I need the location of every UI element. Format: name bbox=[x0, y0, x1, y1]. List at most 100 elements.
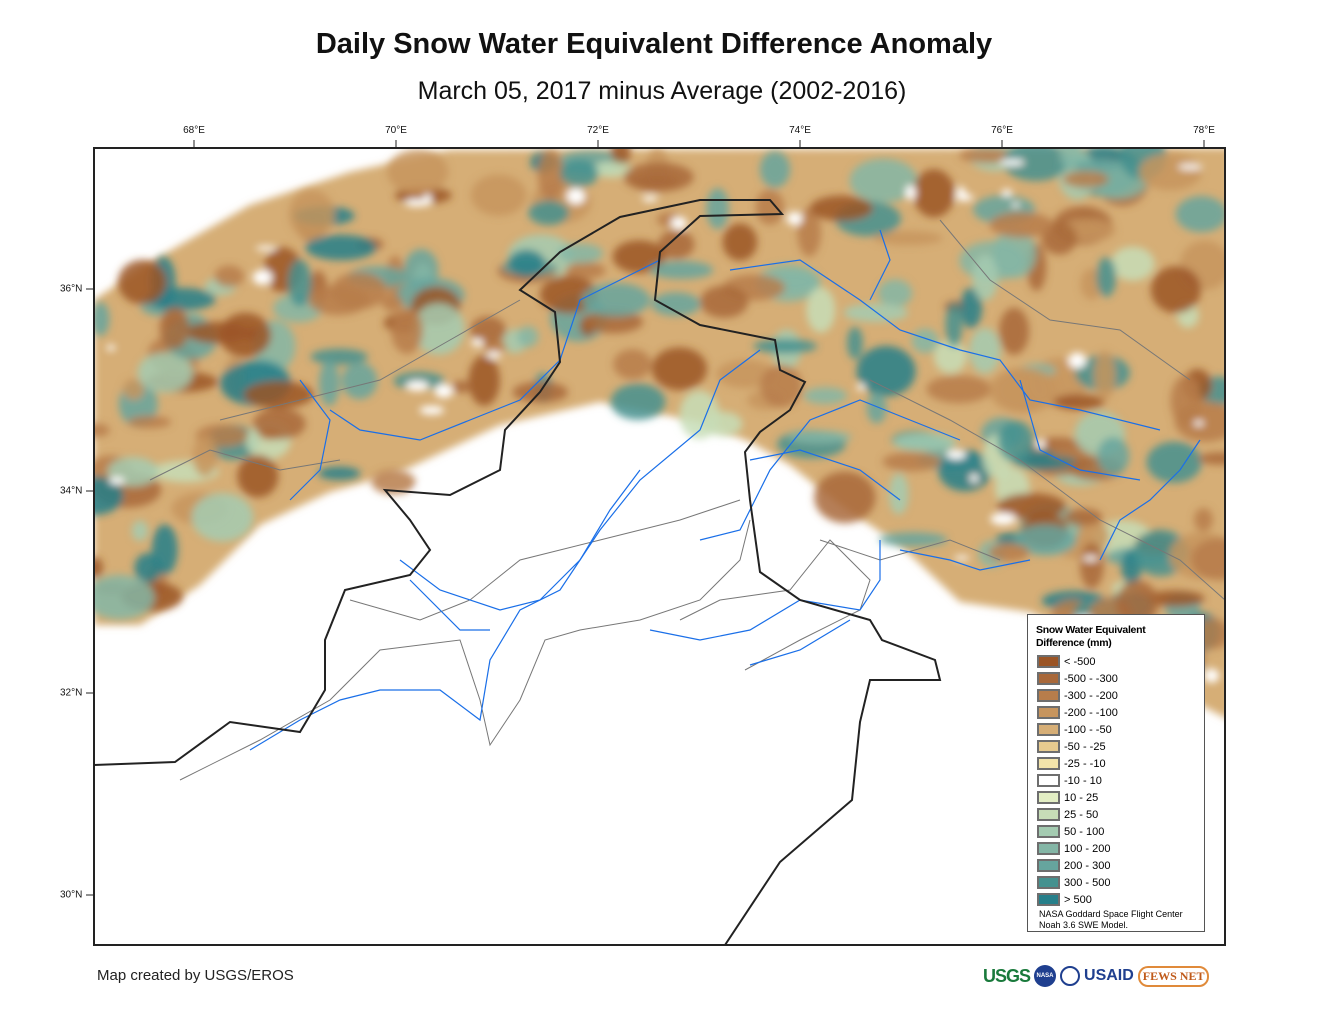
fews-net-logo: FEWS NET bbox=[1137, 965, 1210, 987]
lat-label: 34°N bbox=[60, 485, 83, 497]
snow-deficit-patch bbox=[468, 355, 500, 406]
legend-label: 50 - 100 bbox=[1064, 825, 1105, 838]
seal-logo bbox=[1060, 966, 1081, 986]
snow-deficit-patch bbox=[989, 212, 1054, 238]
snow-deficit-patch bbox=[307, 285, 370, 316]
no-change-patch bbox=[486, 351, 502, 359]
snow-surplus-patch bbox=[1002, 148, 1069, 182]
snow-surplus-patch bbox=[310, 348, 368, 365]
map-subtitle: March 05, 2017 minus Average (2002-2016) bbox=[417, 77, 907, 105]
snow-surplus-patch bbox=[94, 302, 110, 337]
no-change-patch bbox=[970, 474, 979, 483]
legend-swatch bbox=[1037, 842, 1060, 855]
no-change-patch bbox=[1082, 555, 1099, 561]
no-change-patch bbox=[856, 383, 866, 391]
map-frame bbox=[93, 147, 1226, 946]
snow-surplus-patch bbox=[131, 520, 149, 542]
snow-deficit-patch bbox=[186, 321, 249, 344]
legend-item: 200 - 300 bbox=[1037, 857, 1118, 874]
no-change-patch bbox=[419, 405, 445, 415]
snow-deficit-patch bbox=[998, 307, 1030, 355]
legend-item: < -500 bbox=[1037, 653, 1118, 670]
legend-label: -500 - -300 bbox=[1064, 672, 1118, 685]
no-change-patch bbox=[109, 477, 125, 485]
legend-swatch bbox=[1037, 740, 1060, 753]
legend-item: -500 - -300 bbox=[1037, 670, 1118, 687]
snow-surplus-patch bbox=[969, 327, 1001, 374]
snow-deficit-patch bbox=[722, 223, 758, 261]
snow-deficit-patch bbox=[959, 148, 1018, 164]
usgs-logo: USGS bbox=[983, 965, 1031, 986]
legend-item: -10 - 10 bbox=[1037, 772, 1118, 789]
snow-deficit-patch bbox=[391, 308, 423, 354]
lon-label: 76°E bbox=[991, 125, 1013, 136]
snow-deficit-patch bbox=[192, 435, 218, 477]
snow-surplus-patch bbox=[1014, 524, 1077, 556]
snow-surplus-patch bbox=[679, 390, 720, 439]
legend-swatch bbox=[1037, 672, 1060, 685]
lat-label: 32°N bbox=[60, 687, 83, 699]
legend-item: 100 - 200 bbox=[1037, 840, 1118, 857]
snow-surplus-patch bbox=[146, 287, 216, 311]
legend-item: 10 - 25 bbox=[1037, 789, 1118, 806]
snow-surplus-patch bbox=[759, 151, 791, 188]
snow-surplus-patch bbox=[893, 432, 957, 452]
snow-surplus-patch bbox=[843, 303, 909, 322]
snow-deficit-patch bbox=[214, 265, 245, 288]
no-change-patch bbox=[1193, 420, 1204, 426]
legend-swatch bbox=[1037, 893, 1060, 906]
snow-surplus-patch bbox=[94, 476, 124, 516]
map-title: Daily Snow Water Equivalent Difference A… bbox=[315, 28, 993, 60]
snow-surplus-patch bbox=[877, 279, 913, 307]
snow-deficit-patch bbox=[612, 240, 666, 274]
no-change-patch bbox=[255, 245, 277, 251]
usaid-logo: USAID bbox=[1084, 967, 1134, 984]
legend-label: -200 - -100 bbox=[1064, 706, 1118, 719]
snow-deficit-patch bbox=[470, 174, 527, 216]
snow-deficit-patch bbox=[122, 378, 145, 400]
legend-item: -100 - -50 bbox=[1037, 721, 1118, 738]
snow-surplus-patch bbox=[305, 234, 377, 261]
snow-surplus-patch bbox=[610, 383, 666, 421]
nasa-logo: NASA bbox=[1034, 965, 1057, 987]
legend-item: 300 - 500 bbox=[1037, 874, 1118, 891]
no-change-patch bbox=[1001, 189, 1013, 197]
snow-deficit-patch bbox=[1170, 375, 1202, 427]
snow-surplus-patch bbox=[1059, 148, 1082, 170]
legend-label: 10 - 25 bbox=[1064, 791, 1099, 804]
snow-deficit-patch bbox=[371, 469, 416, 495]
no-change-patch bbox=[905, 185, 916, 201]
legend-label: -300 - -200 bbox=[1064, 689, 1118, 702]
snow-deficit-patch bbox=[582, 310, 644, 334]
snow-deficit-patch bbox=[629, 175, 679, 188]
snow-surplus-patch bbox=[846, 326, 863, 360]
snow-surplus-patch bbox=[528, 200, 570, 226]
snow-surplus-patch bbox=[191, 493, 254, 542]
snow-surplus-patch bbox=[319, 360, 340, 407]
legend-swatch bbox=[1037, 774, 1060, 787]
legend-items: < -500 -500 - -300 -300 - -200 -200 - -100 -… bbox=[1037, 653, 1118, 908]
snow-surplus-patch bbox=[997, 420, 1035, 463]
legend: Snow Water Equivalent Difference (mm) < … bbox=[1027, 614, 1205, 932]
legend-item: -300 - -200 bbox=[1037, 687, 1118, 704]
snow-deficit-patch bbox=[797, 207, 822, 257]
lon-label: 74°E bbox=[789, 125, 811, 136]
no-change-patch bbox=[642, 195, 658, 202]
snow-surplus-patch bbox=[412, 303, 465, 355]
national-border bbox=[94, 199, 942, 945]
legend-item: -200 - -100 bbox=[1037, 704, 1118, 721]
no-change-patch bbox=[423, 193, 432, 206]
legend-label: 200 - 300 bbox=[1064, 859, 1111, 872]
legend-swatch bbox=[1037, 706, 1060, 719]
legend-swatch bbox=[1037, 723, 1060, 736]
legend-label: < -500 bbox=[1064, 655, 1096, 668]
no-change-patch bbox=[106, 344, 116, 351]
snow-surplus-patch bbox=[151, 524, 178, 575]
snow-surplus-patch bbox=[94, 574, 155, 620]
snow-deficit-patch bbox=[912, 169, 955, 218]
lon-label: 68°E bbox=[183, 125, 205, 136]
snow-surplus-patch bbox=[753, 338, 818, 354]
snow-deficit-patch bbox=[117, 259, 167, 305]
admin-boundaries bbox=[149, 219, 1225, 781]
legend-credit: NASA Goddard Space Flight Center Noah 3.… bbox=[1039, 909, 1183, 931]
